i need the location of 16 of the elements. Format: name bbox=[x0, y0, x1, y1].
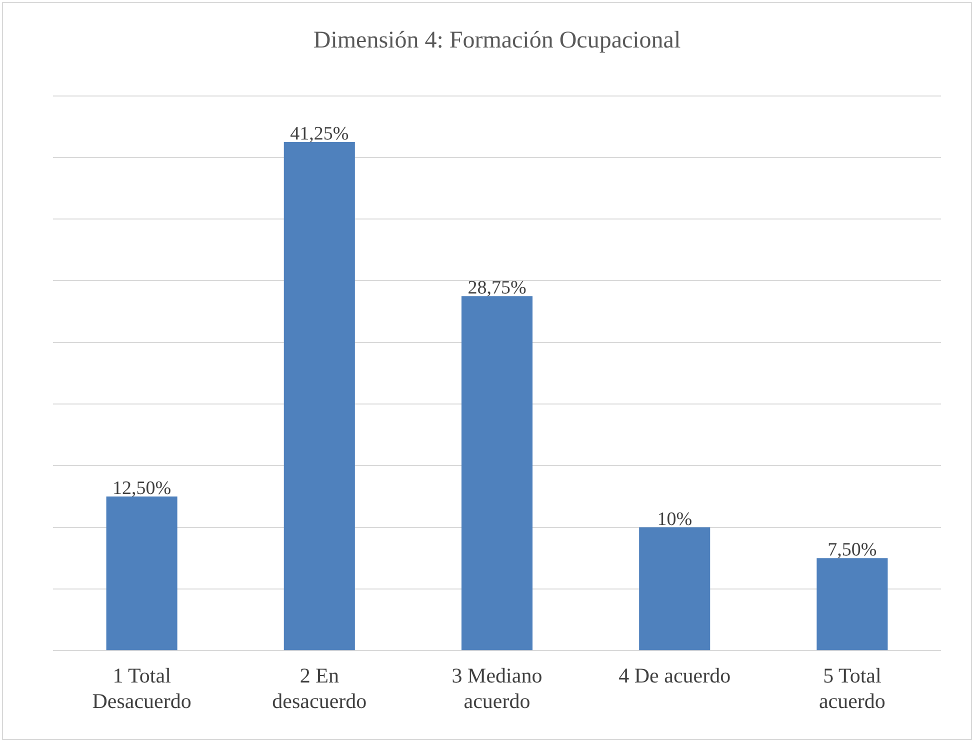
bar bbox=[639, 527, 710, 650]
data-label: 41,25% bbox=[290, 124, 349, 145]
data-label: 28,75% bbox=[468, 278, 526, 299]
bar bbox=[461, 296, 533, 650]
x-tick-label: 5 Total acuerdo bbox=[818, 664, 886, 713]
bar bbox=[106, 496, 178, 650]
data-label: 7,50% bbox=[828, 540, 877, 561]
bar bbox=[816, 558, 888, 650]
data-label: 10% bbox=[657, 508, 692, 530]
x-tick-label: 3 Mediano acuerdo bbox=[452, 664, 542, 713]
x-tick-label: 2 En desacuerdo bbox=[272, 664, 367, 713]
chart-title: Dimensión 4: Formación Ocupacional bbox=[313, 28, 681, 54]
x-tick-label: 4 De acuerdo bbox=[618, 664, 731, 688]
bar bbox=[284, 142, 355, 650]
data-label: 12,50% bbox=[112, 478, 172, 499]
x-tick-label: 1 Total Desacuerdo bbox=[92, 664, 192, 713]
